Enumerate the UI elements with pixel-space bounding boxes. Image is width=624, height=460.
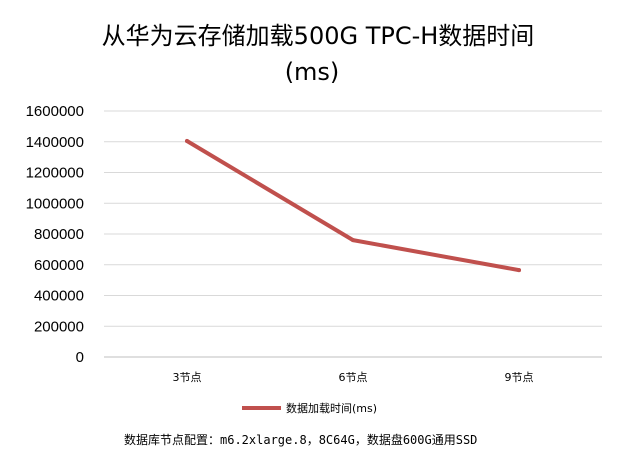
legend: 数据加载时间(ms) xyxy=(242,401,377,415)
chart-title-line2: (ms) xyxy=(285,58,340,86)
y-tick-label: 200000 xyxy=(34,318,84,335)
series-lines xyxy=(185,138,521,273)
gridlines xyxy=(104,110,602,358)
legend-label: 数据加载时间(ms) xyxy=(286,401,377,415)
y-tick-label: 800000 xyxy=(34,226,84,243)
y-tick-label: 400000 xyxy=(34,288,84,305)
x-axis-category-labels: 3节点 6节点 9节点 xyxy=(173,371,534,384)
y-axis-tick-labels: 0 200000 400000 600000 800000 1000000 1200000 1… xyxy=(26,103,84,366)
data-point xyxy=(185,138,189,143)
x-category-label: 9节点 xyxy=(505,371,534,384)
x-category-label: 3节点 xyxy=(173,371,202,384)
data-point xyxy=(517,268,521,273)
y-tick-label: 1000000 xyxy=(26,195,84,212)
x-category-label: 6节点 xyxy=(339,371,368,384)
y-tick-label: 1400000 xyxy=(26,134,84,151)
y-tick-label: 1600000 xyxy=(26,103,84,120)
y-tick-label: 600000 xyxy=(34,257,84,274)
y-tick-label: 0 xyxy=(76,349,84,366)
data-point xyxy=(351,238,355,243)
footnote: 数据库节点配置：m6.2xlarge.8，8C64G，数据盘600G通用SSD xyxy=(124,432,477,447)
series-line xyxy=(185,138,521,273)
chart-title-line1: 从华为云存储加载500G TPC-H数据时间 xyxy=(102,22,535,50)
y-tick-label: 1200000 xyxy=(26,165,84,182)
